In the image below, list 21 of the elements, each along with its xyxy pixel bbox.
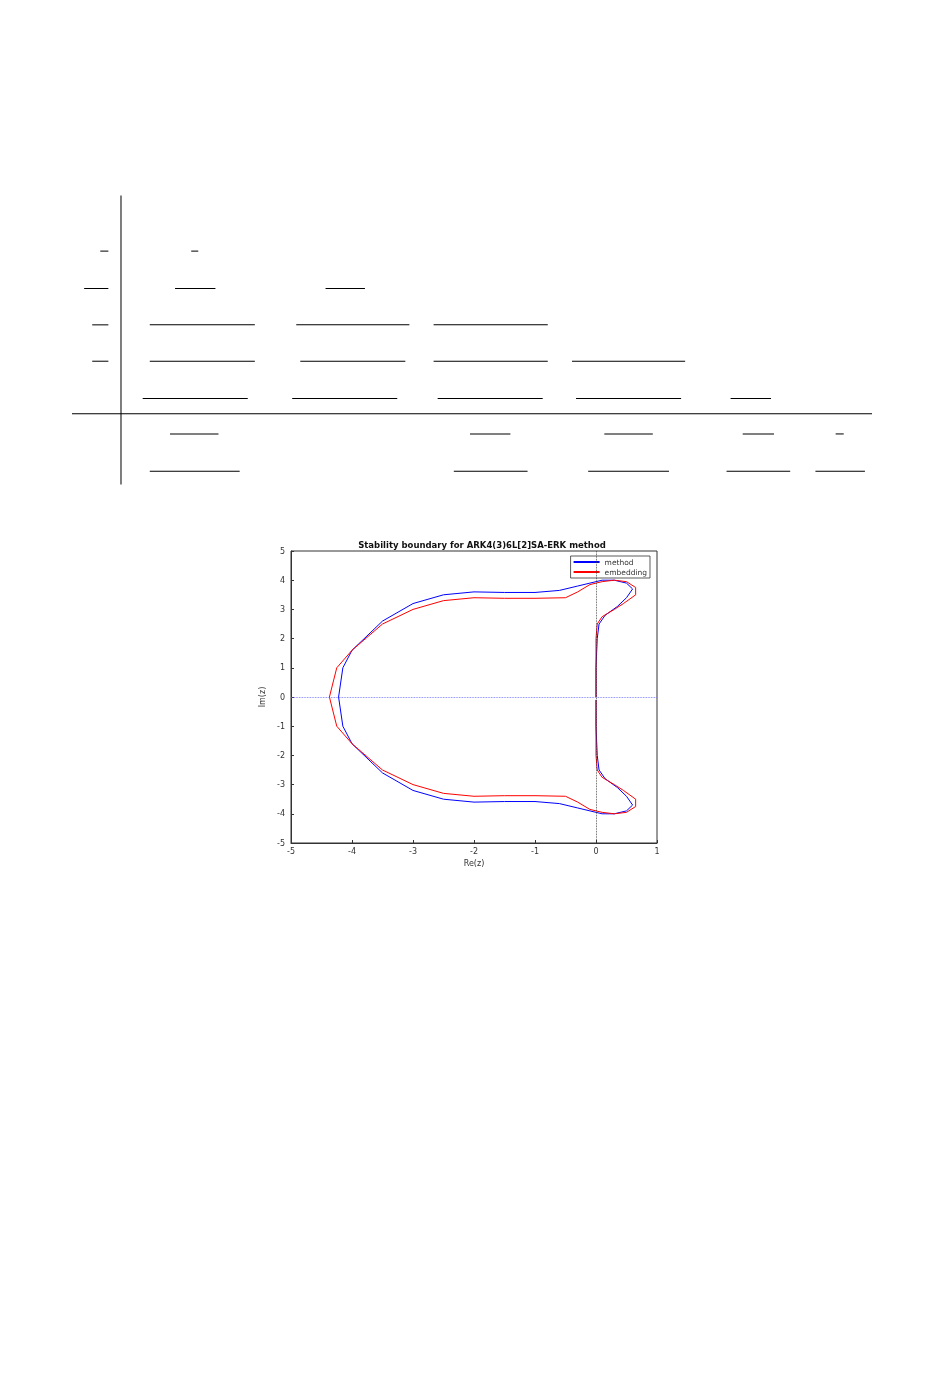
y-tick-label: -5 — [277, 838, 285, 848]
x-tick-label: 0 — [593, 846, 599, 856]
y-tick-label: 4 — [279, 575, 285, 585]
y-tick-label: -3 — [277, 780, 285, 790]
y-axis-title: Im(z) — [257, 686, 267, 708]
x-tick-label: -2 — [470, 846, 478, 856]
x-tick-label: -3 — [409, 846, 417, 856]
y-tick-label: -2 — [277, 750, 285, 760]
y-tick-label: -1 — [277, 721, 285, 731]
y-tick-label: 5 — [279, 546, 285, 556]
y-tick-label: 1 — [279, 663, 285, 673]
x-tick-label: -1 — [531, 846, 539, 856]
chart-title: Stability boundary for ARK4(3)6L[2]SA-ERK method — [358, 539, 606, 550]
x-axis-title: Re(z) — [463, 859, 485, 869]
y-tick-label: 2 — [279, 634, 285, 644]
y-tick-label: 0 — [279, 692, 285, 702]
x-tick-label: -5 — [287, 846, 295, 856]
x-tick-label: 1 — [654, 846, 660, 856]
y-tick-label: -4 — [277, 809, 285, 819]
x-tick-label: -4 — [348, 846, 356, 856]
y-tick-label: 3 — [279, 604, 285, 614]
